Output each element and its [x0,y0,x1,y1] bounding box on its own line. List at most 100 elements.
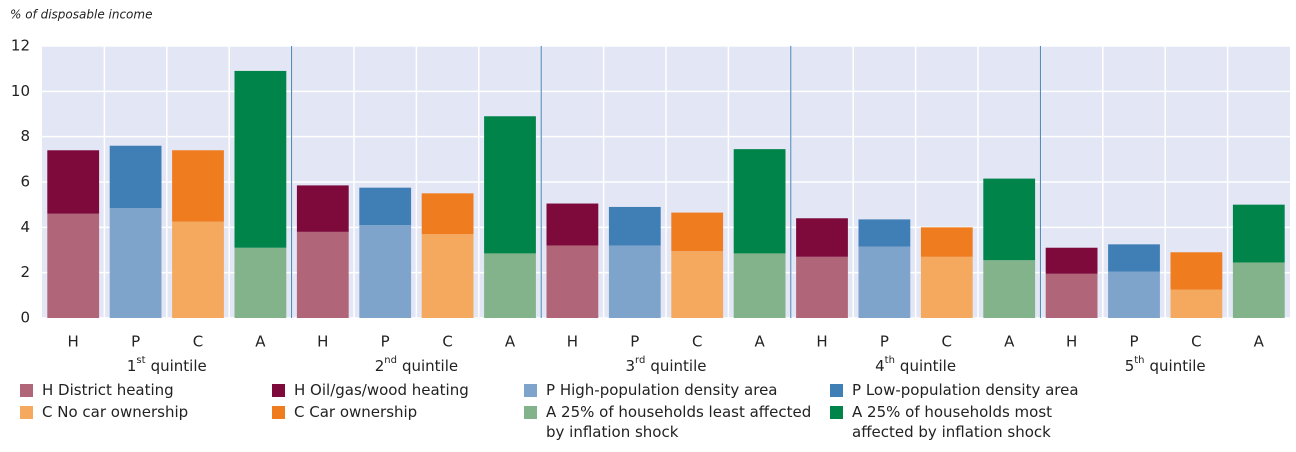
group-label: 4th quintile [875,355,956,375]
group-text: quintile [151,357,207,375]
bar-segment [1170,252,1223,290]
group-text: quintile [650,357,706,375]
x-tick-label: C [1191,333,1201,351]
legend-label: A 25% of households least affected by in… [546,403,812,441]
y-tick-label: 6 [20,173,30,191]
group-number: 5 [1125,357,1135,375]
bar-segment [359,187,412,226]
group-suffix: st [136,355,145,366]
bar-segment [421,193,474,235]
x-tick-label: P [131,333,140,351]
legend-label: C Car ownership [294,403,418,421]
legend-label: C No car ownership [42,403,189,421]
group-number: 1 [127,357,137,375]
group-text: quintile [1150,357,1206,375]
group-number: 2 [375,357,385,375]
bar-segment [1108,271,1160,318]
legend-label: H Oil/gas/wood heating [294,381,469,399]
legend-label: P Low-population density area [852,381,1079,399]
bar-segment [172,221,224,318]
bar-segment [920,256,973,318]
legend-swatch [272,384,285,397]
bar-segment [1045,273,1098,318]
bar-segment [1232,262,1285,318]
bar-segment [796,218,848,257]
y-axis-title: % of disposable income [10,8,152,22]
bar-segment [109,208,162,318]
group-number: 4 [875,357,885,375]
group-number: 3 [626,357,636,375]
legend-swatch [524,384,537,397]
bar-segment [733,253,786,318]
bar-segment [234,247,287,318]
x-tick-label: P [630,333,639,351]
group-label: 2nd quintile [375,355,458,375]
bar-segment [484,253,536,318]
legend-label: H District heating [42,381,174,399]
group-label: 5th quintile [1125,355,1206,375]
y-tick-label: 4 [20,218,30,236]
bar-segment [172,150,224,222]
x-tick-label: P [1129,333,1138,351]
group-suffix: th [1134,355,1144,366]
group-suffix: th [885,355,895,366]
x-tick-label: C [442,333,452,351]
legend-swatch [272,406,285,419]
x-tick-label: A [754,333,765,351]
bar-segment [983,178,1036,261]
legend-swatch [830,406,843,419]
legend: H District heating H Oil/gas/wood heating… [0,380,1296,452]
group-label: 1st quintile [127,355,207,375]
legend-swatch [20,406,33,419]
y-tick-label: 2 [20,263,30,281]
bar-segment [47,150,100,214]
x-tick-label: H [816,333,827,351]
bar-segment [296,231,349,318]
bar-segment [109,145,162,209]
bar-segment [1232,204,1285,263]
legend-label: P High-population density area [546,381,778,399]
legend-swatch [524,406,537,419]
bar-segment [796,256,848,318]
bar-segment [1170,289,1223,318]
bar-segment [671,212,724,252]
legend-swatch [20,384,33,397]
x-tick-label: H [317,333,328,351]
x-tick-label: C [692,333,702,351]
x-tick-label: C [942,333,952,351]
bar-segment [608,206,661,246]
group-text: quintile [900,357,956,375]
y-tick-label: 0 [20,309,30,327]
group-label: 3rd quintile [626,355,707,375]
bar-segment [296,185,349,232]
x-tick-label: H [68,333,79,351]
bar-segment [421,234,474,318]
bar-segment [484,116,536,254]
x-tick-label: A [1254,333,1265,351]
bar-segment [858,246,911,318]
x-tick-label: H [1066,333,1077,351]
x-tick-label: P [381,333,390,351]
x-tick-label: A [1004,333,1015,351]
bar-segment [983,260,1036,318]
bar-segment [858,219,911,247]
bar-segment [1108,244,1160,272]
bar-segment [546,203,599,246]
group-text: quintile [402,357,458,375]
legend-swatch [830,384,843,397]
x-tick-label: P [880,333,889,351]
bar-segment [359,225,412,318]
bar-segment [608,245,661,318]
bar-segment [47,213,100,318]
group-suffix: rd [635,355,645,366]
bar-segment [733,149,786,254]
y-tick-label: 10 [11,82,30,100]
y-tick-label: 8 [20,127,30,145]
x-tick-label: A [505,333,516,351]
x-tick-label: A [255,333,266,351]
bar-segment [234,70,287,248]
bar-segment [1045,247,1098,274]
bar-segment [920,227,973,257]
